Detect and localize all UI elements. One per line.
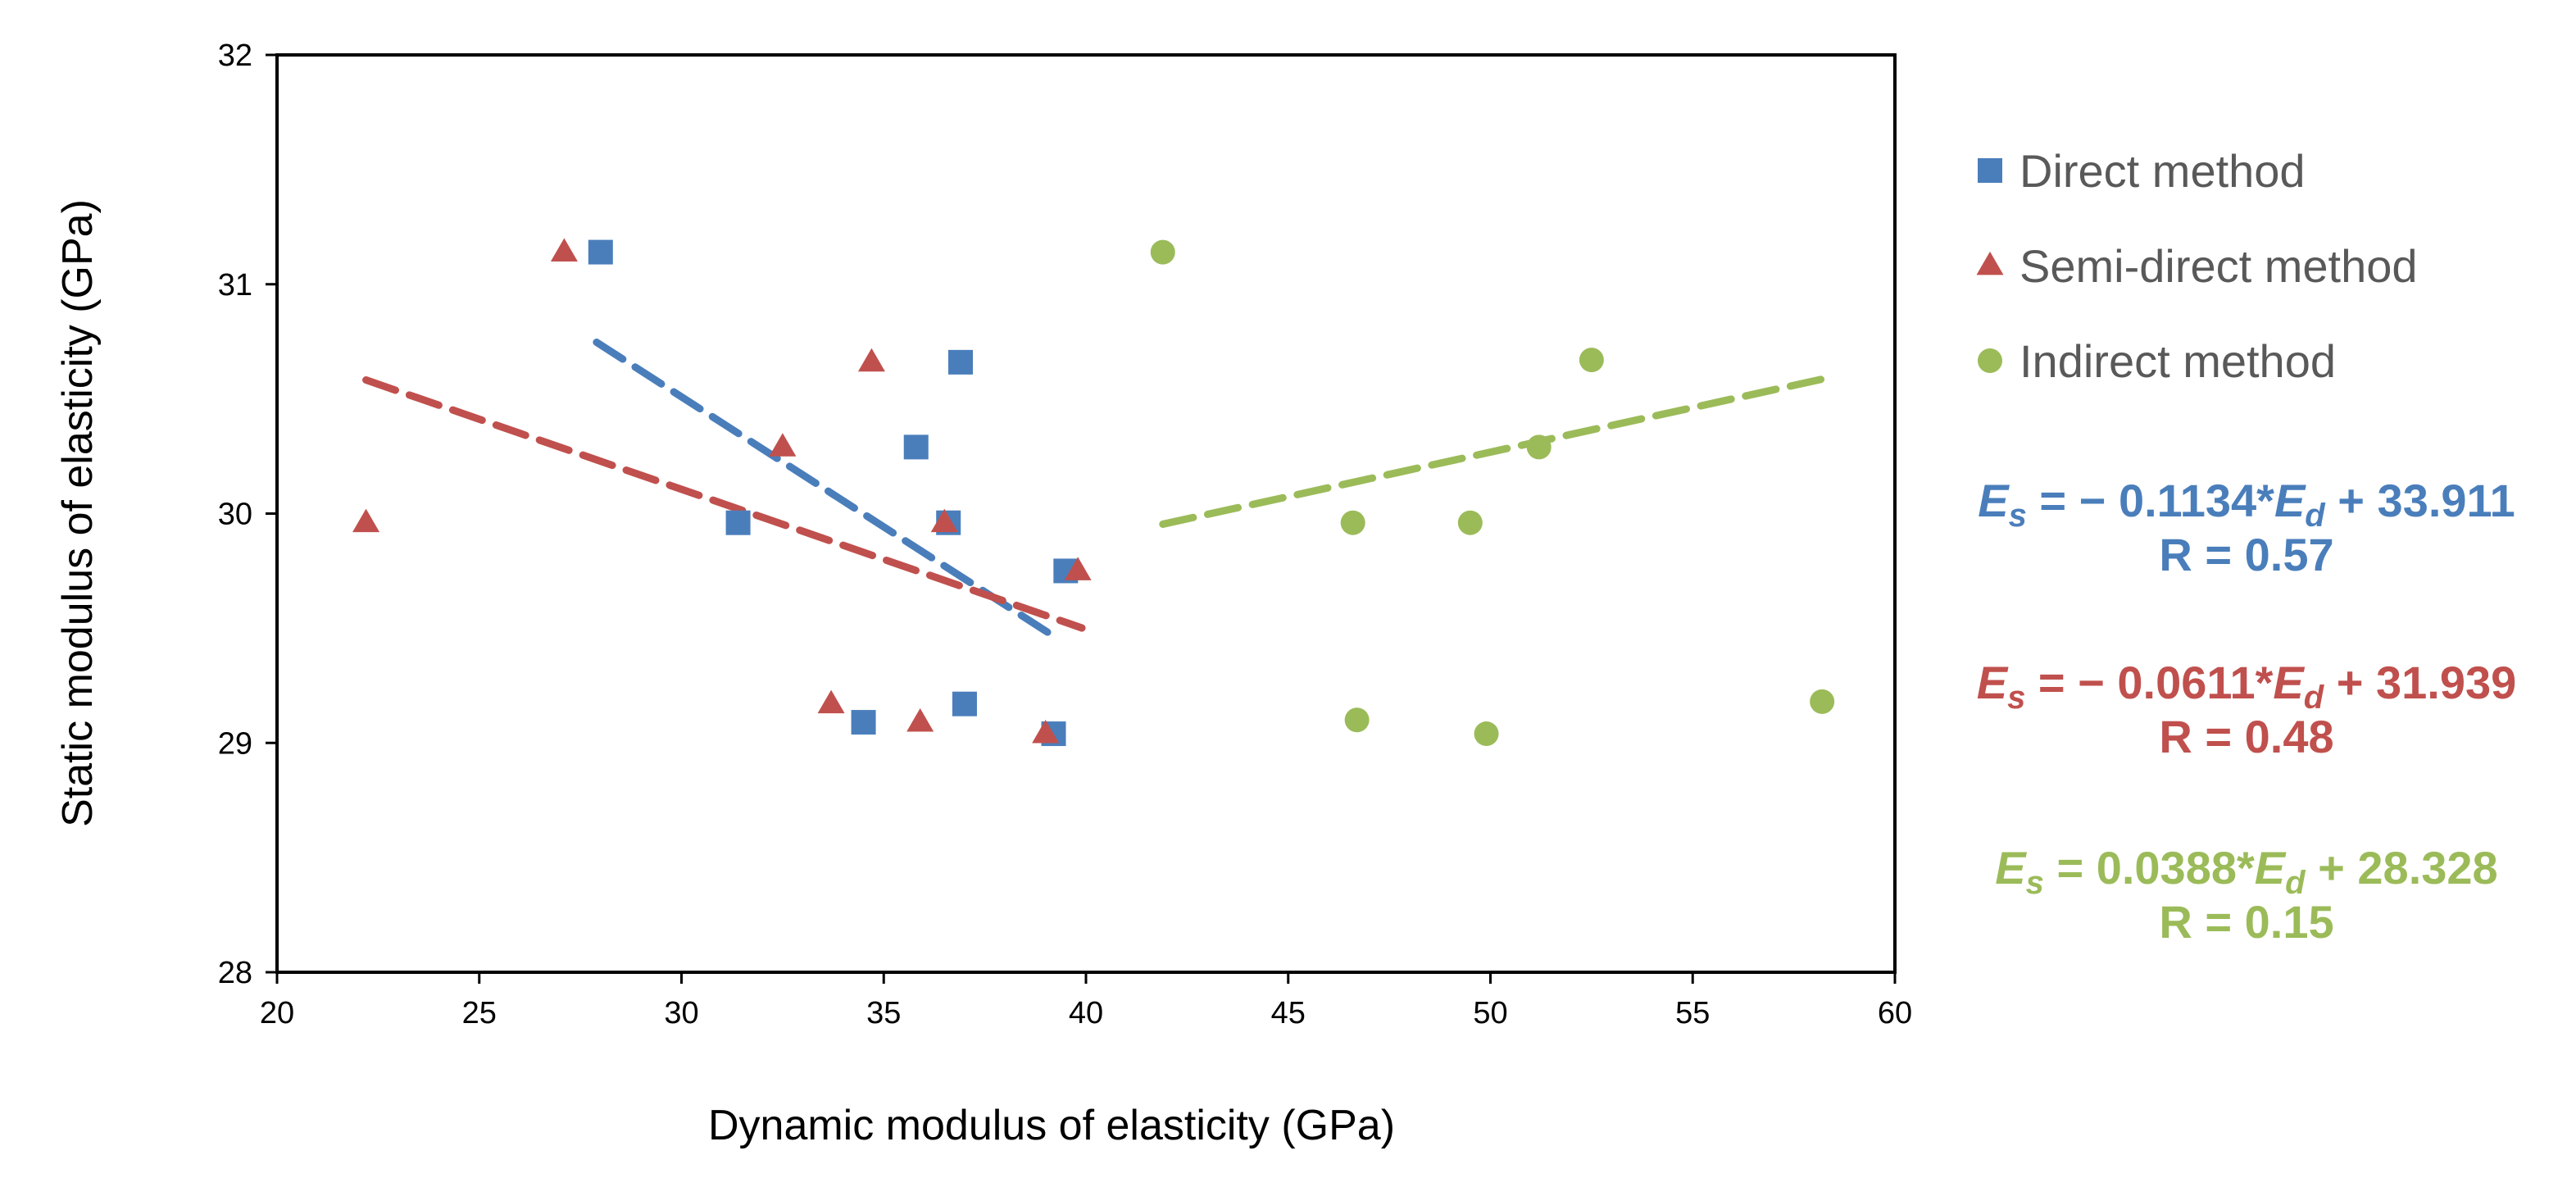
plot-area	[275, 53, 1897, 974]
y-tick-label: 30	[218, 498, 252, 532]
trendline-equation: Es = − 0.0611*Ed + 31.939	[1977, 657, 2517, 716]
equation-part: s	[2007, 680, 2025, 716]
equation-part: = − 0.0611*	[2025, 657, 2273, 708]
legend-marker-semi-direct-method	[1976, 251, 2004, 275]
point-semi-direct-method	[817, 689, 845, 714]
x-tick-label: 50	[1473, 996, 1507, 1030]
equation-part: d	[2285, 865, 2306, 901]
legend-marker-indirect-method	[1978, 348, 2002, 373]
trendline-semi-direct-method	[362, 376, 1086, 632]
point-direct-method	[851, 710, 876, 735]
point-semi-direct-method	[930, 508, 958, 533]
trendline-indirect-method	[1159, 375, 1826, 528]
point-indirect-method	[1474, 721, 1499, 747]
equation-part: + 33.911	[2325, 475, 2515, 526]
x-tick-label: 45	[1271, 996, 1306, 1030]
point-indirect-method	[1457, 510, 1483, 535]
equation-part: s	[2026, 865, 2044, 901]
y-tick-label: 31	[218, 268, 252, 302]
x-tick-label: 25	[462, 996, 497, 1030]
equation-part: + 31.939	[2324, 657, 2516, 708]
equation-part: E	[1977, 657, 2009, 708]
point-direct-method	[948, 349, 974, 375]
point-indirect-method	[1340, 510, 1365, 535]
legend-label: Direct method	[2019, 145, 2306, 197]
legend-marker-direct-method	[1978, 158, 2002, 183]
point-semi-direct-method	[906, 707, 934, 732]
trendlines	[362, 338, 1826, 643]
equation-part: d	[2305, 498, 2326, 534]
point-direct-method	[725, 510, 751, 535]
legend-label: Indirect method	[2019, 335, 2336, 387]
equation-part: = − 0.1134*	[2027, 475, 2274, 526]
point-direct-method	[952, 691, 977, 716]
y-axis-title: Static modulus of elasticity (GPa)	[54, 199, 102, 827]
y-tick-label: 29	[218, 726, 252, 761]
point-semi-direct-method	[857, 348, 885, 372]
correlation-label: R = 0.57	[2159, 529, 2333, 580]
point-direct-method	[903, 434, 929, 460]
point-indirect-method	[1526, 434, 1552, 460]
x-tick-label: 60	[1878, 996, 1912, 1030]
point-indirect-method	[1810, 689, 1835, 714]
y-tick-label: 32	[218, 39, 252, 73]
trendline-equation: Es = − 0.1134*Ed + 33.911	[1978, 475, 2515, 534]
x-axis-ticks: 20 25 30 35 40 45 50 55 60	[260, 972, 1912, 1030]
point-semi-direct-method	[1032, 719, 1060, 744]
point-semi-direct-method	[352, 508, 380, 533]
x-tick-label: 55	[1675, 996, 1710, 1030]
data-points	[352, 238, 1835, 747]
y-axis-ticks: 28 29 30 31 32	[218, 39, 277, 990]
equation-part: d	[2304, 680, 2325, 716]
x-tick-label: 20	[260, 996, 294, 1030]
equation-part: s	[2009, 498, 2027, 534]
point-indirect-method	[1150, 239, 1175, 265]
x-tick-label: 35	[866, 996, 901, 1030]
x-axis-title: Dynamic modulus of elasticity (GPa)	[708, 1102, 1395, 1149]
correlation-label: R = 0.48	[2159, 711, 2333, 762]
equation-part: E	[2273, 657, 2305, 708]
legend: Direct method Semi-direct method Indirect …	[1976, 145, 2418, 387]
correlation-label: R = 0.15	[2159, 896, 2333, 948]
x-tick-label: 40	[1069, 996, 1103, 1030]
trendline-equation: Es = 0.0388*Ed + 28.328	[1995, 842, 2497, 901]
x-tick-label: 30	[664, 996, 698, 1030]
equation-part: + 28.328	[2306, 842, 2498, 894]
equation-part: E	[2255, 842, 2287, 894]
point-direct-method	[588, 239, 613, 265]
point-indirect-method	[1579, 348, 1604, 373]
point-semi-direct-method	[550, 238, 578, 262]
equation-part: = 0.0388*	[2044, 842, 2255, 894]
equation-part: E	[1995, 842, 2027, 894]
legend-label: Semi-direct method	[2019, 240, 2418, 292]
equation-part: E	[1978, 475, 2010, 526]
equation-part: E	[2274, 475, 2306, 526]
point-indirect-method	[1344, 707, 1370, 733]
point-semi-direct-method	[769, 433, 797, 457]
y-tick-label: 28	[218, 956, 252, 990]
point-semi-direct-method	[1064, 557, 1092, 580]
